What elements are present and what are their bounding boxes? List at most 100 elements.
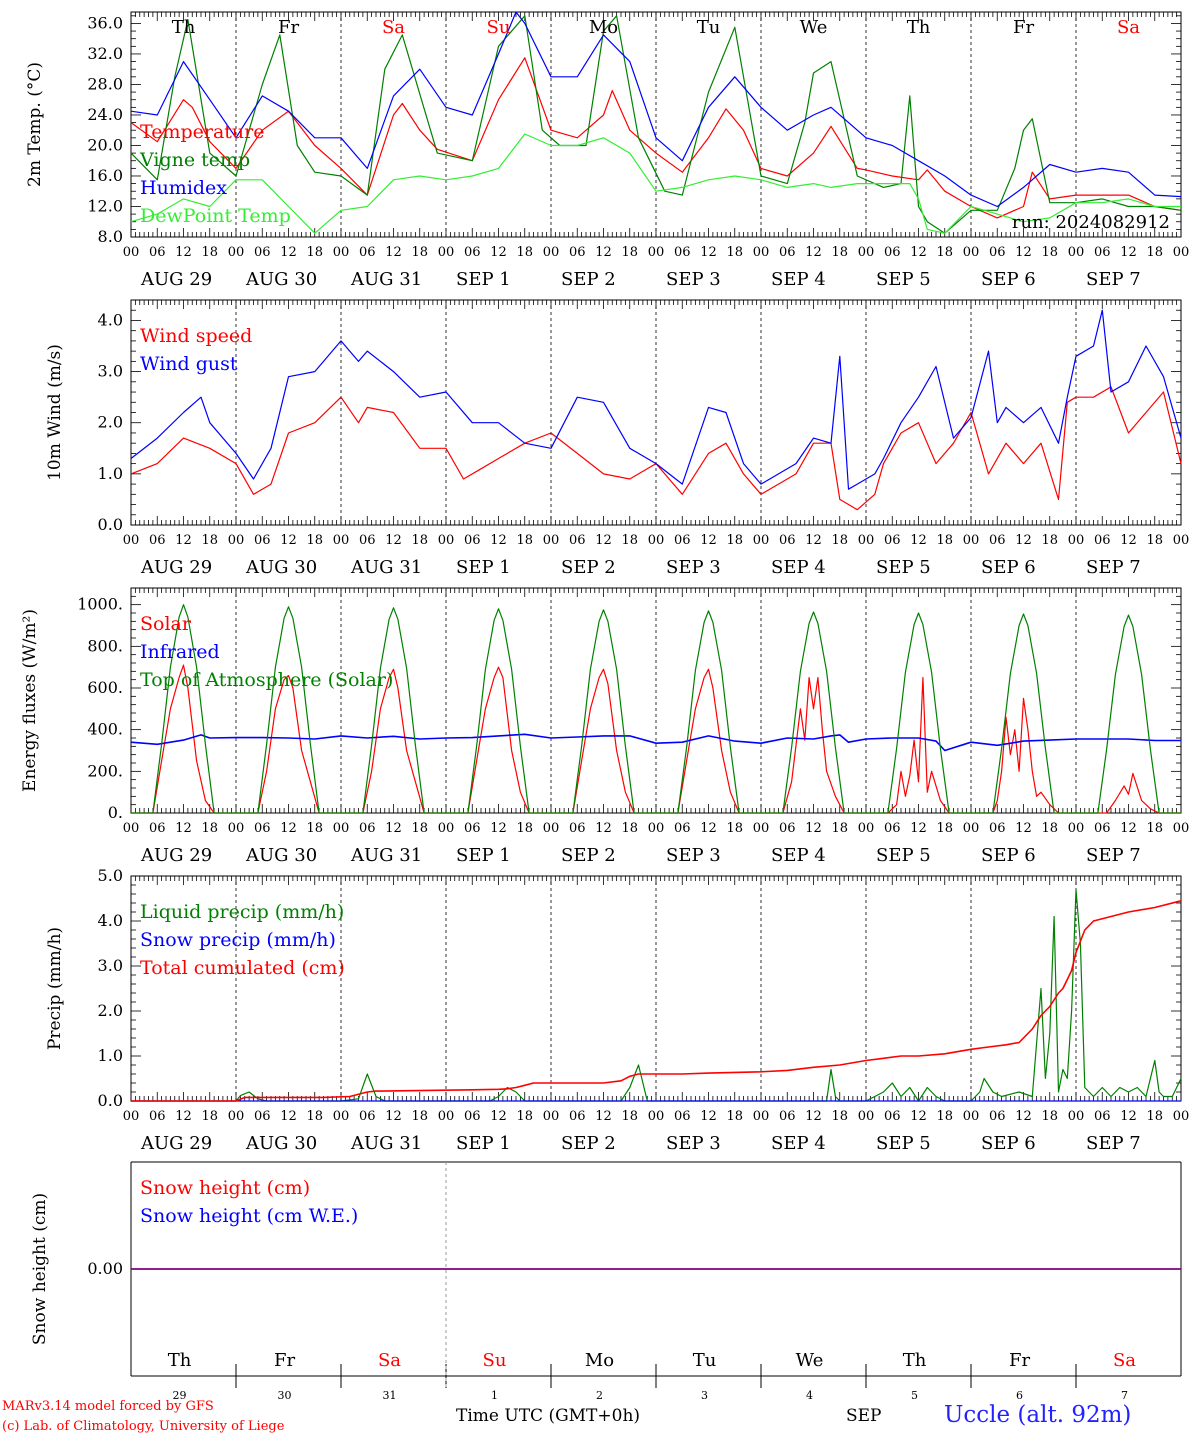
legend-entry: Wind gust [140,353,238,375]
hour-tick-label: 12 [385,1109,402,1124]
hour-tick-label: 18 [1041,821,1058,836]
y-tick-label: 5.0 [98,866,123,885]
weekday-label: Su [487,17,511,38]
hour-tick-label: 18 [201,245,218,260]
hour-tick-label: 12 [1015,821,1032,836]
y-tick-label: 4.0 [98,310,123,329]
hour-tick-label: 00 [648,533,665,548]
hour-tick-label: 18 [1146,1109,1163,1124]
date-label: AUG 31 [350,845,422,866]
day-number-label: 30 [278,1389,292,1402]
hour-tick-label: 12 [175,821,192,836]
weekday-label: Th [907,17,931,38]
hour-tick-label: 06 [1094,245,1111,260]
series-line-wind-gust [130,309,1182,490]
weekday-label: Th [172,17,196,38]
hour-tick-label: 00 [1173,245,1190,260]
day-number-label: 5 [911,1389,918,1402]
hour-tick-label: 06 [989,533,1006,548]
date-label: SEP 3 [666,845,721,866]
day-number-label: 29 [173,1389,187,1402]
weekday-label: Fr [1013,17,1034,38]
hour-tick-label: 18 [831,245,848,260]
hour-tick-label: 00 [753,821,770,836]
hour-tick-label: 12 [910,245,927,260]
series-line-temperature [130,57,1182,219]
date-label: SEP 3 [666,557,721,578]
date-label: SEP 1 [456,557,511,578]
hour-tick-label: 12 [805,245,822,260]
hour-tick-label: 00 [858,1109,875,1124]
hour-tick-label: 12 [910,533,927,548]
date-label: SEP 5 [876,557,931,578]
hour-tick-label: 00 [123,821,140,836]
hour-tick-label: 06 [779,533,796,548]
hour-tick-label: 18 [621,821,638,836]
date-label: AUG 30 [245,1133,317,1154]
y-tick-label: 12.0 [87,196,123,215]
hour-tick-label: 00 [438,821,455,836]
hour-tick-label: 06 [779,1109,796,1124]
hour-tick-label: 06 [884,533,901,548]
weekday-label: Mo [585,1350,614,1371]
weekday-label: We [796,1350,824,1371]
weekday-label: Mo [589,17,618,38]
hour-tick-label: 06 [254,533,271,548]
hour-tick-label: 12 [700,1109,717,1124]
legend-entry: Snow height (cm W.E.) [140,1205,358,1227]
day-number-label: 4 [806,1389,813,1402]
y-tick-label: 36.0 [87,13,123,32]
date-label: AUG 30 [245,269,317,290]
legend-entry: Liquid precip (mm/h) [140,901,344,923]
weekday-label: Sa [378,1350,401,1371]
weekday-label: Th [903,1350,927,1371]
series-line-solar [131,664,1181,814]
legend-entry: Vigne temp [139,149,250,171]
hour-tick-label: 12 [490,245,507,260]
hour-tick-label: 18 [621,1109,638,1124]
y-tick-label: 24.0 [87,105,123,124]
hour-tick-label: 00 [123,1109,140,1124]
hour-tick-label: 18 [726,1109,743,1124]
y-tick-label: 20.0 [87,135,123,154]
hour-tick-label: 06 [569,1109,586,1124]
hour-tick-label: 06 [149,821,166,836]
hour-tick-label: 00 [543,821,560,836]
hour-tick-label: 18 [411,821,428,836]
hour-tick-label: 18 [1041,1109,1058,1124]
hour-tick-label: 18 [1146,533,1163,548]
hour-tick-label: 06 [569,533,586,548]
date-label: SEP 2 [561,845,616,866]
hour-tick-label: 12 [700,533,717,548]
y-tick-label: 0. [108,803,123,822]
date-label: SEP 5 [876,269,931,290]
date-label: SEP 6 [981,269,1036,290]
hour-tick-label: 12 [175,533,192,548]
hour-tick-label: 12 [805,821,822,836]
hour-tick-label: 00 [543,245,560,260]
hour-tick-label: 18 [306,533,323,548]
hour-tick-label: 00 [1173,533,1190,548]
series-line-humidex [130,11,1182,208]
weekday-label: Tu [693,1350,717,1371]
legend-entry: Snow precip (mm/h) [140,929,336,951]
hour-tick-label: 18 [516,821,533,836]
hour-tick-label: 06 [1094,821,1111,836]
hour-tick-label: 18 [831,821,848,836]
hour-tick-label: 06 [674,821,691,836]
hour-tick-label: 18 [306,245,323,260]
hour-tick-label: 00 [333,821,350,836]
day-number-label: 31 [383,1389,397,1402]
hour-tick-label: 12 [1015,245,1032,260]
hour-tick-label: 00 [228,245,245,260]
hour-tick-label: 12 [280,533,297,548]
hour-tick-label: 06 [884,245,901,260]
day-number-label: 3 [701,1389,708,1402]
date-label: SEP 5 [876,1133,931,1154]
series-line-vigne-temp [130,15,1182,234]
y-tick-label: 16.0 [87,166,123,185]
date-label: AUG 31 [350,269,422,290]
date-label: SEP 4 [771,845,826,866]
hour-tick-label: 18 [1146,245,1163,260]
hour-tick-label: 00 [228,533,245,548]
